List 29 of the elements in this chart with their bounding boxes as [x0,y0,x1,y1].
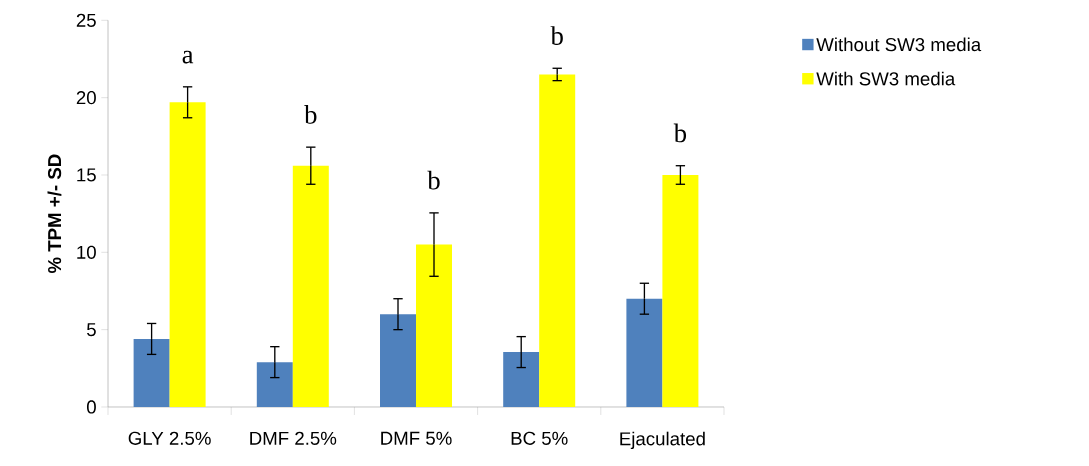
annotation: a [182,50,194,64]
y-tick-label: 10 [77,245,96,259]
bar [626,298,663,407]
bar [133,338,170,407]
x-tick-label: Ejaculated [620,431,705,450]
annotation: b [427,170,440,190]
y-tick-label: 15 [77,168,96,182]
bar [539,74,576,407]
x-tick-label: DMF 5% [381,431,452,445]
bar [503,352,540,407]
annotation: b [550,26,563,45]
x-tick-label: BC 5% [511,431,568,445]
annotation: b [304,105,317,124]
bar [169,102,206,407]
y-axis-title: % TPM +/- SD [47,154,62,274]
bar [662,174,699,407]
y-tick-label: 25 [76,13,96,27]
y-tick-label: 0 [86,400,96,414]
bar [380,314,416,407]
annotation: b [673,123,687,143]
legend-label: Without SW3 media [816,37,982,52]
y-tick-label: 5 [87,323,96,337]
x-tick-label: GLY 2.5% [128,431,211,445]
x-tick-label: DMF 2.5% [250,431,337,445]
legend-label: With SW3 media [816,71,956,86]
bar [416,244,453,407]
y-tick-label: 20 [76,91,96,105]
bar [256,362,293,407]
bar [292,165,329,407]
